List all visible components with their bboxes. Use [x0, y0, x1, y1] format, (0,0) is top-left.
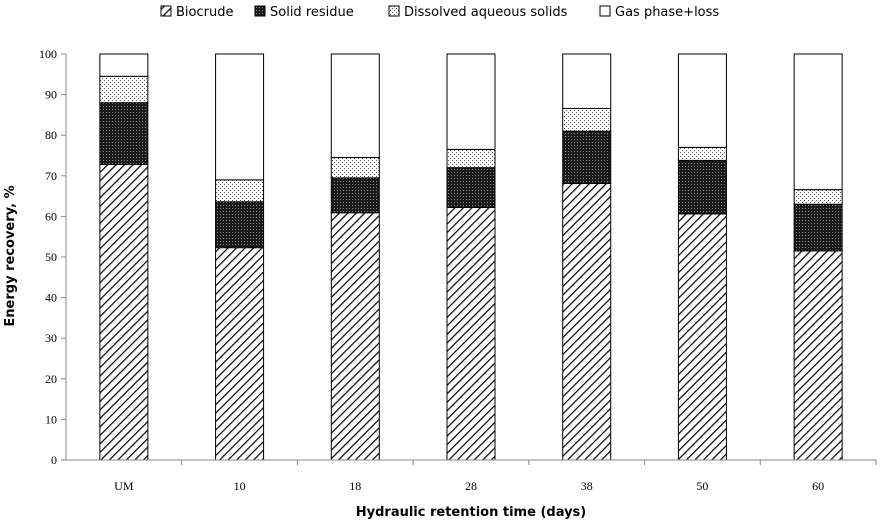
- bar-solid-residue-28: [446, 167, 496, 208]
- bar-solid-residue-10: [215, 201, 265, 249]
- y-tick-label-10: 10: [45, 412, 57, 426]
- legend-item-gas-phase-loss: Gas phase+loss: [599, 5, 719, 20]
- bar-biocrude-28: [446, 206, 496, 461]
- x-axis-title: Hydraulic retention time (days): [356, 505, 586, 520]
- bar-biocrude-38: [562, 183, 612, 461]
- legend-item-biocrude: Biocrude: [160, 5, 233, 20]
- y-tick-label-90: 90: [45, 88, 57, 102]
- bar-gas-phase-loss-10: [215, 53, 265, 181]
- x-tick-label-um: UM: [114, 479, 134, 493]
- legend-label-gas-phase-loss: Gas phase+loss: [615, 5, 719, 20]
- bar-biocrude-18: [330, 212, 380, 461]
- legend-label-biocrude: Biocrude: [176, 5, 233, 20]
- bar-dissolved-aqueous-solids-10: [215, 179, 265, 203]
- legend-swatch-gas-phase-loss: [599, 5, 611, 17]
- bar-biocrude-50: [677, 213, 727, 461]
- bar-dissolved-aqueous-solids-50: [677, 146, 727, 161]
- y-axis-title: Energy recovery, %: [3, 185, 18, 326]
- bar-dissolved-aqueous-solids-60: [793, 189, 843, 205]
- bar-solid-residue-38: [562, 130, 612, 185]
- y-tick-label-20: 20: [45, 372, 57, 386]
- bar-gas-phase-loss-28: [446, 53, 496, 150]
- bar-gas-phase-loss-50: [677, 53, 727, 148]
- y-tick-label-0: 0: [51, 453, 57, 467]
- bar-gas-phase-loss-um: [99, 53, 149, 77]
- bar-dissolved-aqueous-solids-38: [562, 107, 612, 132]
- y-tick-label-60: 60: [45, 209, 57, 223]
- x-tick-label-38: 38: [581, 479, 593, 493]
- y-tick-label-50: 50: [45, 250, 57, 264]
- legend-swatch-biocrude: [160, 5, 172, 17]
- legend-swatch-solid-residue: [254, 5, 266, 17]
- x-tick-label-50: 50: [696, 479, 708, 493]
- x-tick-label-10: 10: [234, 479, 246, 493]
- bar-solid-residue-um: [99, 102, 149, 165]
- y-axis-ticks: 0 10 20 30 40 50 60 70 80 90 100: [39, 47, 66, 467]
- bar-dissolved-aqueous-solids-18: [330, 157, 380, 179]
- bars: [99, 53, 843, 461]
- legend: Biocrude Solid residue Dissolved aqueous…: [160, 5, 719, 20]
- legend-item-dissolved-aqueous-solids: Dissolved aqueous solids: [388, 5, 568, 20]
- bar-biocrude-um: [99, 163, 149, 461]
- legend-swatch-dissolved-aqueous-solids: [388, 5, 400, 17]
- bar-dissolved-aqueous-solids-um: [99, 75, 149, 104]
- bar-solid-residue-50: [677, 159, 727, 215]
- bar-gas-phase-loss-60: [793, 53, 843, 191]
- y-tick-label-80: 80: [45, 128, 57, 142]
- bar-solid-residue-18: [330, 177, 380, 214]
- y-tick-label-40: 40: [45, 291, 57, 305]
- y-tick-label-30: 30: [45, 331, 57, 345]
- bar-biocrude-60: [793, 250, 843, 461]
- y-tick-label-70: 70: [45, 169, 57, 183]
- legend-label-solid-residue: Solid residue: [270, 5, 354, 20]
- legend-label-dissolved-aqueous-solids: Dissolved aqueous solids: [404, 5, 568, 20]
- bar-solid-residue-60: [793, 203, 843, 252]
- legend-item-solid-residue: Solid residue: [254, 5, 354, 20]
- bar-gas-phase-loss-18: [330, 53, 380, 159]
- y-tick-label-100: 100: [39, 47, 57, 61]
- bar-dissolved-aqueous-solids-28: [446, 148, 496, 169]
- x-axis-ticks: UM 10 18 28 38 50 60: [114, 460, 877, 493]
- x-tick-label-28: 28: [465, 479, 477, 493]
- bar-gas-phase-loss-38: [562, 53, 612, 109]
- x-tick-label-18: 18: [349, 479, 361, 493]
- bar-biocrude-10: [215, 247, 265, 461]
- x-tick-label-60: 60: [812, 479, 824, 493]
